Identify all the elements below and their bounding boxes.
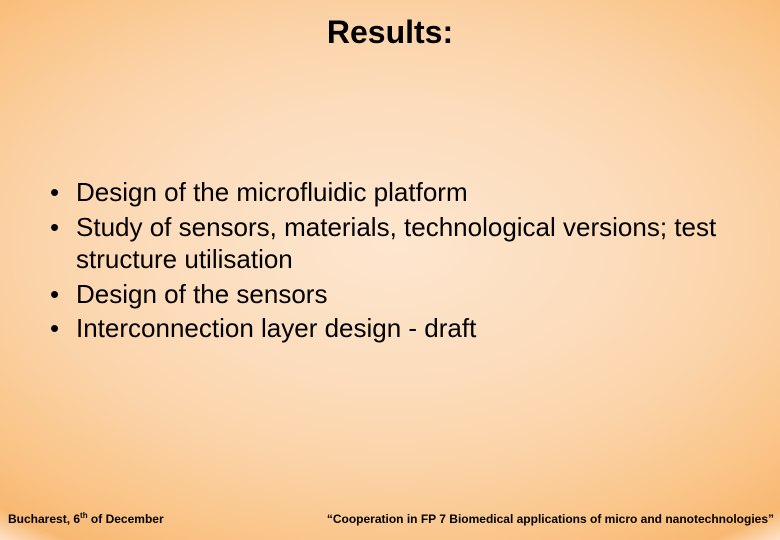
footer-right: “Cooperation in FP 7 Biomedical applicat… (327, 512, 774, 526)
slide-title: Results: (0, 14, 780, 51)
footer-left-prefix: Bucharest, 6 (8, 512, 80, 526)
bullet-item: Design of the microfluidic platform (40, 176, 720, 209)
slide-content: Design of the microfluidic platform Stud… (40, 176, 720, 347)
footer-left: Bucharest, 6th of December (8, 511, 164, 526)
bullet-list: Design of the microfluidic platform Stud… (40, 176, 720, 345)
footer-left-super: th (80, 511, 88, 520)
footer-left-suffix: of December (88, 512, 164, 526)
bullet-item: Design of the sensors (40, 278, 720, 311)
slide: Results: Design of the microfluidic plat… (0, 0, 780, 540)
bullet-item: Interconnection layer design - draft (40, 312, 720, 345)
bullet-item: Study of sensors, materials, technologic… (40, 211, 720, 276)
